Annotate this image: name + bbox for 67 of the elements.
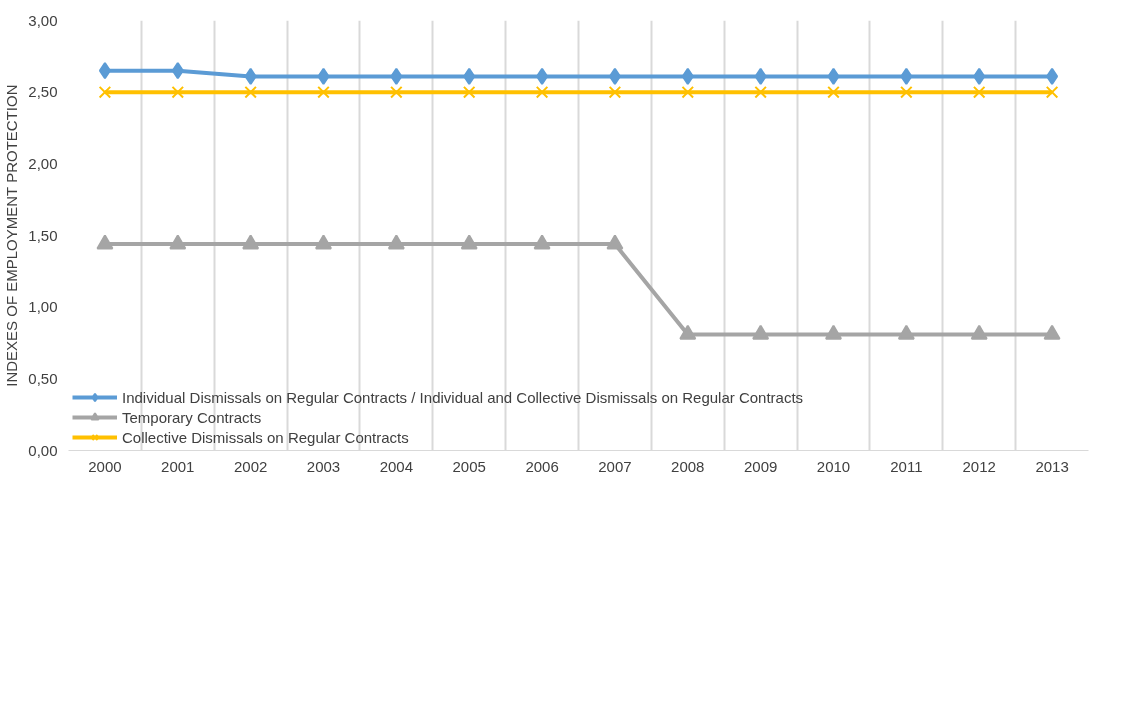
point xyxy=(98,62,111,80)
point xyxy=(1043,324,1061,340)
x-tick-label: 2001 xyxy=(161,457,195,475)
point xyxy=(317,85,330,99)
point xyxy=(390,85,403,99)
point xyxy=(970,324,988,340)
point xyxy=(244,67,257,85)
point xyxy=(681,85,695,99)
legend-label: Collective Dismissals on Regular Contracts xyxy=(122,428,409,446)
y-tick-label: 1,00 xyxy=(28,298,58,316)
point xyxy=(897,324,915,340)
point xyxy=(754,67,767,85)
point xyxy=(608,85,622,99)
point xyxy=(315,234,332,250)
point xyxy=(462,85,476,99)
x-tick-label: 2012 xyxy=(962,457,996,475)
point xyxy=(754,85,767,99)
point xyxy=(679,324,697,340)
point xyxy=(900,85,913,99)
point xyxy=(98,85,112,99)
point xyxy=(681,67,694,85)
point xyxy=(533,234,551,250)
point xyxy=(608,67,621,85)
y-tick-label: 2,00 xyxy=(28,154,58,172)
y-tick-label: 3,00 xyxy=(28,11,58,29)
point xyxy=(973,67,986,85)
y-tick-label: 2,50 xyxy=(28,83,58,101)
x-tick-label: 2009 xyxy=(743,457,778,475)
x-tick-label: 2013 xyxy=(1035,457,1069,475)
x-tick-label: 2003 xyxy=(306,457,341,475)
point xyxy=(535,85,549,99)
point xyxy=(96,234,114,250)
point xyxy=(1045,85,1059,99)
point xyxy=(317,67,330,85)
point xyxy=(242,234,260,250)
y-tick-label: 0,50 xyxy=(28,369,58,387)
x-tick-label: 2002 xyxy=(233,457,268,475)
x-tick-label: 2004 xyxy=(379,457,414,475)
point xyxy=(390,67,403,85)
point xyxy=(169,234,187,250)
x-tick-label: 2011 xyxy=(890,457,923,475)
x-tick-label: 2007 xyxy=(598,457,632,475)
point xyxy=(972,85,986,99)
point xyxy=(827,85,840,99)
point xyxy=(463,67,476,85)
y-axis-title: INDEXES OF EMPLOYMENT PROTECTION xyxy=(3,84,21,387)
point xyxy=(825,324,842,340)
legend-label: Temporary Contracts xyxy=(122,408,262,426)
point xyxy=(536,67,549,85)
x-tick-label: 2000 xyxy=(88,457,122,475)
y-tick-label: 1,50 xyxy=(28,226,58,244)
point xyxy=(460,234,478,250)
point xyxy=(606,234,624,250)
point xyxy=(171,62,184,80)
x-tick-label: 2008 xyxy=(671,457,705,475)
y-tick-label: 0,00 xyxy=(28,441,58,459)
point xyxy=(244,85,257,99)
x-tick-label: 2010 xyxy=(816,457,851,475)
x-tick-label: 2006 xyxy=(525,457,559,475)
point xyxy=(387,234,405,250)
legend-label: Individual Dismissals on Regular Contracts / Individual and Collective Dismissals on Regular Contracts xyxy=(122,388,804,406)
point xyxy=(900,67,913,85)
point xyxy=(827,67,840,85)
x-tick-label: 2005 xyxy=(452,457,486,475)
point xyxy=(171,85,185,99)
point xyxy=(1046,67,1059,85)
point xyxy=(752,324,770,340)
